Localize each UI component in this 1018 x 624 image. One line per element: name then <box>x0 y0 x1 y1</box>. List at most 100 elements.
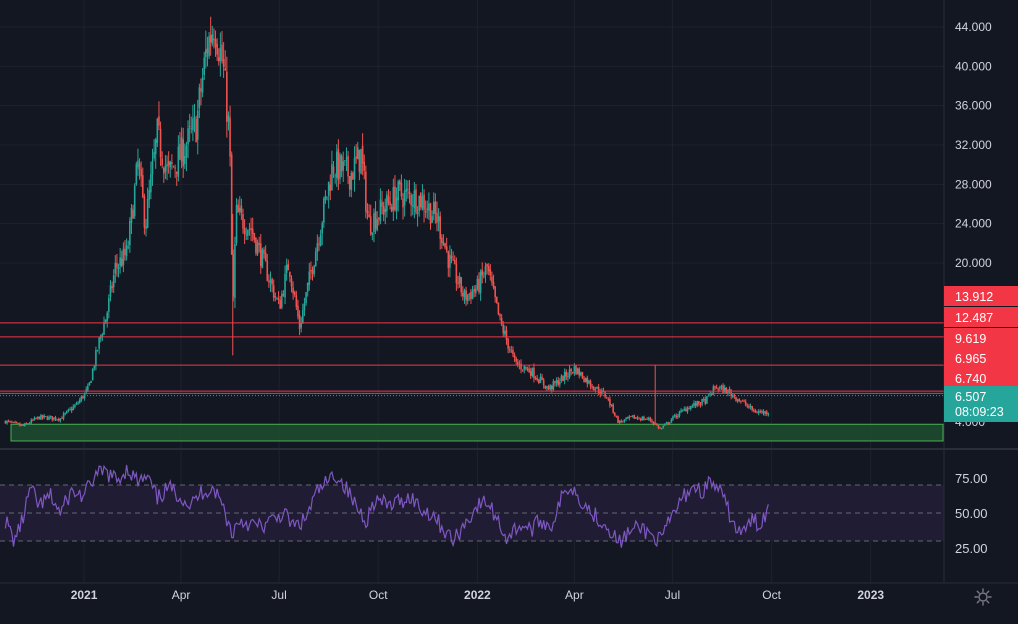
candle-body <box>345 157 348 160</box>
price-tick-label: 36.000 <box>955 99 992 113</box>
candle-body <box>266 260 269 281</box>
candle-body <box>581 372 584 379</box>
candle-body <box>584 378 587 383</box>
candle-body <box>98 337 100 349</box>
rsi-axis[interactable]: 75.00 50.00 25.00 <box>955 471 988 556</box>
candle-body <box>314 251 317 267</box>
candle-body <box>525 366 527 369</box>
candle-body <box>738 399 741 402</box>
candle-body <box>424 210 427 213</box>
candle-body <box>151 161 154 175</box>
candle-body <box>316 243 319 252</box>
candle-body <box>408 191 411 194</box>
candle-body <box>495 296 498 303</box>
price-tick-label: 44.000 <box>955 20 992 34</box>
candle-body <box>434 201 437 214</box>
candle-body <box>665 422 668 424</box>
candle-body <box>675 415 678 418</box>
candle-body <box>617 416 619 423</box>
candle-body <box>350 172 353 191</box>
candle-body <box>146 198 149 228</box>
candle-body <box>415 189 417 213</box>
price-axis[interactable]: 44.000 40.000 36.000 32.000 28.000 24.000 20.0… <box>955 20 992 270</box>
candle-body <box>652 421 655 425</box>
time-axis[interactable]: 2021 Apr Jul Oct 2022 Apr Jul Oct 2023 <box>71 588 885 602</box>
candle-body <box>597 387 600 393</box>
candle-body <box>161 158 163 165</box>
candle-body <box>689 406 692 410</box>
candle-body <box>295 295 298 307</box>
candle-body <box>78 399 81 403</box>
candle-body <box>620 420 623 422</box>
candle-body <box>502 324 505 334</box>
candle-body <box>707 394 710 396</box>
candle-body <box>387 196 390 203</box>
support-zone[interactable] <box>10 423 944 442</box>
candle-body <box>300 323 302 328</box>
candle-body <box>111 285 113 289</box>
candle-body <box>277 298 280 300</box>
candle-body <box>570 369 572 372</box>
candle-body <box>195 118 197 143</box>
candle-body <box>187 128 189 145</box>
candle-body <box>686 407 689 412</box>
candle-body <box>395 197 398 211</box>
candle-body <box>668 422 671 424</box>
settings-button[interactable] <box>970 584 996 610</box>
candle-body <box>77 402 79 404</box>
candle-body <box>447 251 450 268</box>
candle-body <box>196 110 199 140</box>
candle-body <box>25 423 28 424</box>
rsi-line <box>4 464 769 548</box>
candle-body <box>148 189 151 200</box>
candle-body <box>550 385 553 390</box>
price-tick-label: 24.000 <box>955 217 992 231</box>
candle-body <box>529 371 532 376</box>
candle-body <box>513 354 516 358</box>
candle-body <box>536 377 538 380</box>
candle-body <box>103 323 105 335</box>
candle-body <box>644 419 647 421</box>
candle-body <box>533 367 535 379</box>
candle-body <box>106 312 109 321</box>
candle-body <box>358 150 361 172</box>
candle-body <box>56 419 58 421</box>
candle-body <box>730 391 732 397</box>
candle-body <box>421 196 424 209</box>
candle-body <box>44 416 47 417</box>
candle-body <box>573 366 576 373</box>
candle-body <box>46 416 49 420</box>
candle-body <box>613 412 616 416</box>
candle-body <box>237 204 239 213</box>
candle-body <box>318 243 320 245</box>
candle-body <box>685 408 687 412</box>
candle-body <box>27 423 29 425</box>
candle-body <box>765 411 768 414</box>
candle-body <box>420 193 422 208</box>
candle-body <box>101 334 104 337</box>
candle-body <box>397 181 399 201</box>
candle-body <box>214 39 217 48</box>
candle-body <box>347 156 349 177</box>
candle-body <box>761 411 763 413</box>
time-tick-label: Jul <box>665 588 680 602</box>
candle-body <box>226 71 228 122</box>
price-level-labels: 13.91212.4879.6196.9656.7404.0006.50708:… <box>944 286 1018 429</box>
candle-body <box>694 402 697 407</box>
candle-body <box>292 287 294 294</box>
candle-body <box>344 160 346 162</box>
candle-body <box>647 417 650 420</box>
candle-body <box>213 38 215 41</box>
candle-body <box>445 246 448 251</box>
candle-body <box>258 243 260 245</box>
candle-body <box>748 406 750 408</box>
candle-body <box>371 232 374 235</box>
candle-body <box>678 411 681 417</box>
candle-body <box>217 57 220 62</box>
candle-body <box>290 278 293 287</box>
candle-body <box>492 281 495 288</box>
candle-body <box>714 386 716 388</box>
horizontal-levels[interactable] <box>0 322 944 397</box>
candle-body <box>704 398 707 404</box>
